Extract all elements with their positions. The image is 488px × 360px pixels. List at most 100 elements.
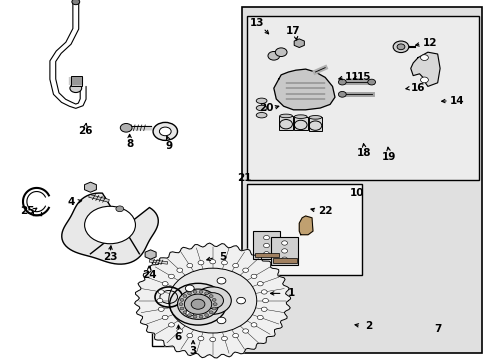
Text: 17: 17 — [285, 26, 300, 36]
Circle shape — [281, 241, 287, 245]
Ellipse shape — [256, 98, 266, 104]
Circle shape — [84, 206, 135, 244]
Circle shape — [159, 127, 171, 136]
Circle shape — [367, 79, 375, 85]
Circle shape — [187, 292, 191, 295]
Circle shape — [236, 297, 245, 304]
Circle shape — [185, 285, 194, 292]
Circle shape — [242, 329, 248, 333]
Circle shape — [275, 48, 286, 57]
Circle shape — [157, 298, 163, 303]
Polygon shape — [134, 243, 290, 358]
Circle shape — [187, 314, 191, 316]
Circle shape — [263, 235, 269, 240]
Circle shape — [420, 55, 427, 60]
Ellipse shape — [294, 115, 306, 118]
Circle shape — [180, 298, 183, 301]
Circle shape — [185, 310, 194, 316]
Polygon shape — [273, 69, 334, 110]
Circle shape — [257, 282, 263, 286]
Text: 15: 15 — [356, 72, 371, 82]
Circle shape — [177, 329, 183, 333]
Circle shape — [193, 291, 197, 293]
Circle shape — [183, 311, 186, 314]
Polygon shape — [61, 193, 158, 264]
Circle shape — [158, 307, 164, 311]
Circle shape — [212, 307, 216, 310]
Circle shape — [193, 315, 197, 318]
Circle shape — [204, 292, 208, 295]
Circle shape — [116, 206, 123, 212]
Circle shape — [180, 307, 183, 310]
Circle shape — [194, 287, 231, 314]
Circle shape — [338, 91, 346, 97]
Text: 2: 2 — [365, 321, 372, 331]
Text: 1: 1 — [287, 288, 294, 298]
Circle shape — [213, 303, 217, 306]
Circle shape — [338, 79, 346, 85]
Text: 21: 21 — [237, 173, 251, 183]
Text: 7: 7 — [433, 324, 441, 334]
Circle shape — [250, 274, 256, 279]
Circle shape — [191, 299, 204, 309]
Polygon shape — [410, 52, 439, 86]
Circle shape — [261, 290, 266, 294]
Circle shape — [209, 337, 215, 342]
Ellipse shape — [256, 112, 266, 118]
Circle shape — [209, 311, 213, 314]
Circle shape — [70, 84, 81, 93]
Circle shape — [184, 294, 211, 314]
Circle shape — [177, 289, 218, 319]
Circle shape — [186, 333, 192, 338]
Text: 4: 4 — [67, 197, 75, 207]
Text: 9: 9 — [165, 141, 172, 151]
Circle shape — [221, 336, 227, 341]
Circle shape — [263, 252, 269, 256]
Bar — [272, 258, 296, 263]
Circle shape — [198, 261, 203, 265]
FancyBboxPatch shape — [246, 184, 361, 275]
Polygon shape — [299, 216, 312, 235]
Circle shape — [72, 0, 80, 5]
Bar — [71, 76, 81, 86]
Circle shape — [120, 123, 132, 132]
Text: 16: 16 — [410, 83, 425, 93]
Ellipse shape — [308, 116, 321, 119]
Bar — [254, 253, 278, 257]
Circle shape — [204, 314, 208, 316]
FancyBboxPatch shape — [151, 261, 242, 346]
Text: 12: 12 — [422, 38, 437, 48]
Circle shape — [153, 122, 177, 140]
Circle shape — [217, 278, 225, 284]
Text: 5: 5 — [219, 252, 225, 262]
Circle shape — [168, 323, 174, 327]
Circle shape — [281, 249, 287, 253]
Circle shape — [420, 77, 427, 83]
Text: 10: 10 — [349, 188, 364, 198]
Text: 3: 3 — [189, 346, 196, 356]
Text: 18: 18 — [356, 148, 371, 158]
Circle shape — [162, 282, 168, 286]
Bar — [279, 116, 292, 130]
Circle shape — [186, 264, 192, 268]
Circle shape — [199, 291, 203, 293]
Circle shape — [199, 315, 203, 318]
Circle shape — [168, 274, 174, 279]
Circle shape — [179, 303, 183, 306]
Circle shape — [198, 336, 203, 341]
Circle shape — [212, 298, 216, 301]
Circle shape — [392, 41, 408, 53]
Circle shape — [158, 290, 164, 294]
Text: 6: 6 — [175, 332, 182, 342]
Circle shape — [267, 51, 279, 60]
Circle shape — [263, 243, 269, 248]
Circle shape — [209, 260, 215, 264]
Circle shape — [242, 268, 248, 273]
Ellipse shape — [256, 105, 266, 111]
Text: 23: 23 — [102, 252, 117, 262]
Circle shape — [221, 261, 227, 265]
Circle shape — [232, 333, 238, 338]
Circle shape — [202, 293, 223, 309]
Text: 13: 13 — [249, 18, 264, 28]
Circle shape — [209, 295, 213, 298]
